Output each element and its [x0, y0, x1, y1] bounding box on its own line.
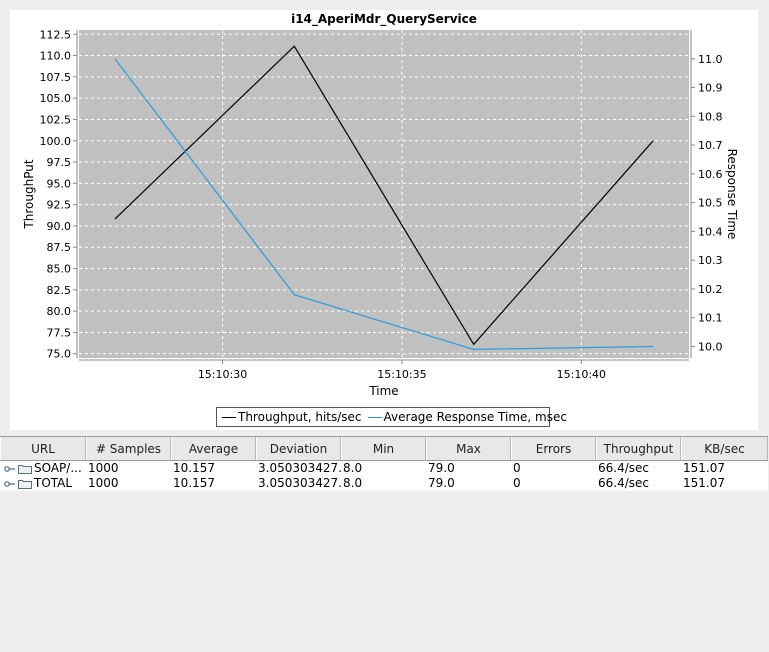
table-header: URL # Samples Average Deviation Min Max Errors… [0, 437, 768, 461]
cell-average: 10.157 [173, 461, 215, 475]
y-right-tick-label: 11.0 [698, 53, 723, 66]
y-left-tick-label: 95.0 [47, 177, 72, 190]
cell-samples: 1000 [88, 461, 119, 475]
y-right-tick-label: 10.2 [698, 283, 723, 296]
url-label: TOTAL [34, 476, 73, 490]
chart-legend: Throughput, hits/sec Average Response Ti… [216, 407, 567, 427]
column-header-throughput[interactable]: Throughput [596, 437, 681, 460]
x-tick-label: 15:10:40 [557, 368, 606, 381]
legend-swatch-throughput [222, 417, 236, 418]
cell-samples: 1000 [88, 476, 119, 490]
y-left-tick-label: 80.0 [47, 305, 72, 318]
folder-icon [18, 479, 32, 489]
column-header-min[interactable]: Min [341, 437, 426, 460]
results-table[interactable]: URL # Samples Average Deviation Min Max Errors… [0, 436, 768, 651]
x-axis-label: Time [368, 384, 398, 398]
cell-deviation: 3.050303427... [258, 476, 341, 490]
folder-icon [18, 464, 32, 474]
y-left-tick-label: 100.0 [40, 135, 72, 148]
cell-throughput: 66.4/sec [598, 461, 649, 475]
legend-item-throughput: Throughput, hits/sec [222, 410, 362, 424]
y-axis-right-label: Response Time [725, 149, 739, 240]
column-header-kbsec[interactable]: KB/sec [681, 437, 768, 460]
y-left-tick-label: 97.5 [47, 156, 72, 169]
cell-deviation: 3.050303427... [258, 461, 341, 475]
series-lines [114, 45, 654, 351]
x-tick-label: 15:10:35 [377, 368, 426, 381]
cell-url: TOTAL [0, 476, 86, 491]
column-header-max[interactable]: Max [426, 437, 511, 460]
grid-lines [79, 30, 689, 358]
cell-min: 8.0 [343, 461, 363, 475]
y-left-tick-label: 92.5 [47, 199, 72, 212]
x-tick-label: 15:10:30 [198, 368, 247, 381]
chart-svg: i14_AperiMdr_QueryService 15:10:30 15:10:… [22, 12, 739, 398]
y-left-tick-label: 110.0 [40, 50, 72, 63]
cell-throughput: 66.4/sec [598, 476, 649, 490]
legend-swatch-response-time [367, 417, 382, 418]
y-right-tick-label: 10.3 [698, 254, 723, 267]
y-right-tick-label: 10.7 [698, 139, 723, 152]
cell-errors: 0 [513, 476, 521, 490]
axes: 15:10:30 15:10:35 15:10:40 75.0 77.5 80.0 82.5… [40, 28, 723, 381]
column-header-samples[interactable]: # Samples [86, 437, 171, 460]
cell-errors: 0 [513, 461, 521, 475]
y-left-tick-label: 85.0 [47, 263, 72, 276]
y-right-tick-label: 10.8 [698, 110, 723, 123]
y-left-tick-label: 102.5 [40, 113, 72, 126]
cell-max: 79.0 [428, 461, 455, 475]
y-left-tick-label: 87.5 [47, 241, 72, 254]
table-row[interactable]: TOTAL 1000 10.157 3.050303427... 8.0 79.0 0 66.… [0, 476, 768, 491]
plot-area [79, 30, 689, 358]
y-left-tick-label: 82.5 [47, 284, 72, 297]
column-header-deviation[interactable]: Deviation [256, 437, 341, 460]
tree-handle-icon[interactable] [4, 480, 16, 488]
tree-handle-icon[interactable] [4, 465, 16, 473]
y-axis-left-label: ThroughPut [22, 159, 36, 229]
legend-item-response-time: Average Response Time, msec [367, 410, 567, 424]
legend-label-throughput: Throughput, hits/sec [238, 410, 362, 424]
y-left-tick-label: 107.5 [40, 71, 72, 84]
y-right-tick-label: 10.9 [698, 82, 723, 95]
y-left-tick-label: 75.0 [47, 348, 72, 361]
column-header-average[interactable]: Average [171, 437, 256, 460]
column-header-errors[interactable]: Errors [511, 437, 596, 460]
y-left-tick-label: 90.0 [47, 220, 72, 233]
cell-kbsec: 151.07 [683, 461, 725, 475]
y-right-tick-label: 10.5 [698, 197, 723, 210]
cell-kbsec: 151.07 [683, 476, 725, 490]
series-line-response-time [114, 58, 654, 351]
y-left-tick-label: 77.5 [47, 326, 72, 339]
cell-average: 10.157 [173, 476, 215, 490]
y-right-tick-label: 10.0 [698, 340, 723, 353]
y-left-tick-label: 105.0 [40, 92, 72, 105]
cell-min: 8.0 [343, 476, 363, 490]
chart-title: i14_AperiMdr_QueryService [291, 12, 477, 27]
y-right-tick-label: 10.6 [698, 168, 723, 181]
column-header-url[interactable]: URL [0, 437, 86, 460]
cell-url: SOAP/... [0, 461, 86, 476]
table-body: SOAP/... 1000 10.157 3.050303427... 8.0 79.0 0… [0, 461, 768, 491]
y-left-tick-label: 112.5 [40, 28, 72, 41]
series-line-throughput [114, 45, 654, 346]
table-row[interactable]: SOAP/... 1000 10.157 3.050303427... 8.0 79.0 0… [0, 461, 768, 476]
chart-panel: i14_AperiMdr_QueryService 15:10:30 15:10:… [10, 10, 758, 430]
y-right-tick-label: 10.4 [698, 225, 723, 238]
y-right-tick-label: 10.1 [698, 312, 723, 325]
url-label: SOAP/... [34, 461, 82, 475]
legend-label-response-time: Average Response Time, msec [383, 410, 567, 424]
cell-max: 79.0 [428, 476, 455, 490]
